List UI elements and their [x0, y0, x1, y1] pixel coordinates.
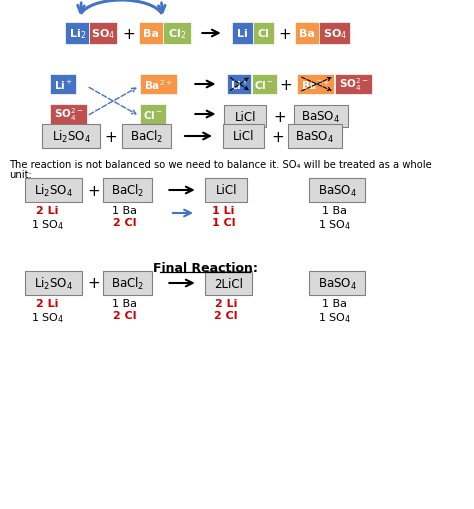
- FancyBboxPatch shape: [225, 106, 266, 128]
- Text: Cl: Cl: [257, 29, 269, 39]
- FancyBboxPatch shape: [252, 75, 276, 95]
- FancyBboxPatch shape: [223, 125, 264, 149]
- Text: 1 SO$_4$: 1 SO$_4$: [318, 217, 351, 232]
- FancyBboxPatch shape: [50, 105, 87, 125]
- Text: +: +: [87, 183, 100, 198]
- Text: 1 SO$_4$: 1 SO$_4$: [31, 310, 64, 324]
- Text: 1 Ba: 1 Ba: [322, 206, 347, 216]
- Text: The reaction is not balanced so we need to balance it. SO₄ will be treated as a : The reaction is not balanced so we need …: [9, 160, 431, 169]
- Text: 2 Cl: 2 Cl: [113, 310, 137, 320]
- Text: +: +: [273, 109, 286, 124]
- Text: BaSO$_4$: BaSO$_4$: [318, 276, 356, 291]
- FancyBboxPatch shape: [295, 23, 319, 45]
- FancyBboxPatch shape: [50, 75, 76, 95]
- Text: Li$_2$SO$_4$: Li$_2$SO$_4$: [34, 183, 73, 199]
- Text: 1 Cl: 1 Cl: [212, 217, 236, 228]
- Text: SO$_4^{2-}$: SO$_4^{2-}$: [54, 106, 83, 123]
- Text: 2LiCl: 2LiCl: [214, 277, 243, 290]
- FancyBboxPatch shape: [65, 23, 89, 45]
- Text: Ba: Ba: [299, 29, 315, 39]
- Text: 1 Ba: 1 Ba: [112, 298, 137, 308]
- Text: 1 SO$_4$: 1 SO$_4$: [318, 310, 351, 324]
- Text: 2 Li: 2 Li: [36, 206, 59, 216]
- Text: Cl$^-$: Cl$^-$: [144, 109, 164, 121]
- FancyBboxPatch shape: [319, 23, 350, 45]
- FancyBboxPatch shape: [89, 23, 117, 45]
- Text: Li: Li: [237, 29, 248, 39]
- Text: SO$_4^{2-}$: SO$_4^{2-}$: [339, 76, 368, 93]
- FancyBboxPatch shape: [163, 23, 191, 45]
- Text: +: +: [105, 129, 118, 144]
- Text: +: +: [122, 26, 135, 41]
- Text: 2 Li: 2 Li: [36, 298, 59, 308]
- FancyBboxPatch shape: [103, 271, 152, 295]
- Text: Li$_2$: Li$_2$: [69, 27, 86, 41]
- Text: unit:: unit:: [9, 169, 31, 180]
- Text: 2 Li: 2 Li: [215, 298, 237, 308]
- Text: BaCl$_2$: BaCl$_2$: [130, 129, 163, 145]
- Text: Cl$^-$: Cl$^-$: [255, 79, 274, 91]
- Text: 1 Ba: 1 Ba: [112, 206, 137, 216]
- FancyBboxPatch shape: [253, 23, 274, 45]
- Text: +: +: [278, 26, 291, 41]
- FancyBboxPatch shape: [122, 125, 171, 149]
- Text: LiCl: LiCl: [233, 130, 255, 143]
- Text: Li$_2$SO$_4$: Li$_2$SO$_4$: [52, 129, 91, 145]
- FancyBboxPatch shape: [103, 179, 152, 203]
- FancyBboxPatch shape: [25, 271, 82, 295]
- FancyBboxPatch shape: [205, 271, 252, 295]
- FancyBboxPatch shape: [205, 179, 247, 203]
- Text: Cl$_2$: Cl$_2$: [168, 27, 186, 41]
- FancyBboxPatch shape: [310, 179, 365, 203]
- FancyBboxPatch shape: [25, 179, 82, 203]
- Text: +: +: [87, 276, 100, 291]
- FancyBboxPatch shape: [232, 23, 253, 45]
- Text: SO$_4$: SO$_4$: [322, 27, 346, 41]
- Text: 1 Ba: 1 Ba: [322, 298, 347, 308]
- FancyBboxPatch shape: [294, 106, 347, 128]
- Text: +: +: [271, 129, 284, 144]
- Text: Li$_2$SO$_4$: Li$_2$SO$_4$: [34, 275, 73, 292]
- Text: BaSO$_4$: BaSO$_4$: [318, 183, 356, 198]
- Text: BaCl$_2$: BaCl$_2$: [111, 275, 144, 292]
- FancyBboxPatch shape: [336, 75, 372, 95]
- Text: 2 Cl: 2 Cl: [214, 310, 238, 320]
- Text: SO$_4$: SO$_4$: [91, 27, 115, 41]
- Text: Ba$^{2+}$: Ba$^{2+}$: [145, 78, 173, 92]
- Text: Li$^+$: Li$^+$: [230, 78, 249, 92]
- Text: LiCl: LiCl: [216, 184, 237, 197]
- Text: BaSO$_4$: BaSO$_4$: [295, 129, 334, 144]
- FancyBboxPatch shape: [43, 125, 100, 149]
- Text: 1 Li: 1 Li: [212, 206, 235, 216]
- FancyBboxPatch shape: [227, 75, 251, 95]
- Text: Li$^+$: Li$^+$: [54, 78, 73, 92]
- Text: Ba$^{2+}$: Ba$^{2+}$: [301, 78, 330, 92]
- Text: +: +: [280, 77, 292, 92]
- Text: Ba: Ba: [143, 29, 159, 39]
- Text: 2 Cl: 2 Cl: [113, 217, 137, 228]
- Text: LiCl: LiCl: [235, 110, 256, 123]
- FancyBboxPatch shape: [297, 75, 334, 95]
- FancyBboxPatch shape: [288, 125, 341, 149]
- Text: BaSO$_4$: BaSO$_4$: [301, 109, 340, 124]
- Text: Final Reaction:: Final Reaction:: [153, 262, 258, 274]
- FancyBboxPatch shape: [140, 75, 177, 95]
- FancyBboxPatch shape: [310, 271, 365, 295]
- FancyBboxPatch shape: [139, 23, 163, 45]
- Text: BaCl$_2$: BaCl$_2$: [111, 183, 144, 199]
- FancyBboxPatch shape: [140, 105, 166, 125]
- Text: 1 SO$_4$: 1 SO$_4$: [31, 217, 64, 232]
